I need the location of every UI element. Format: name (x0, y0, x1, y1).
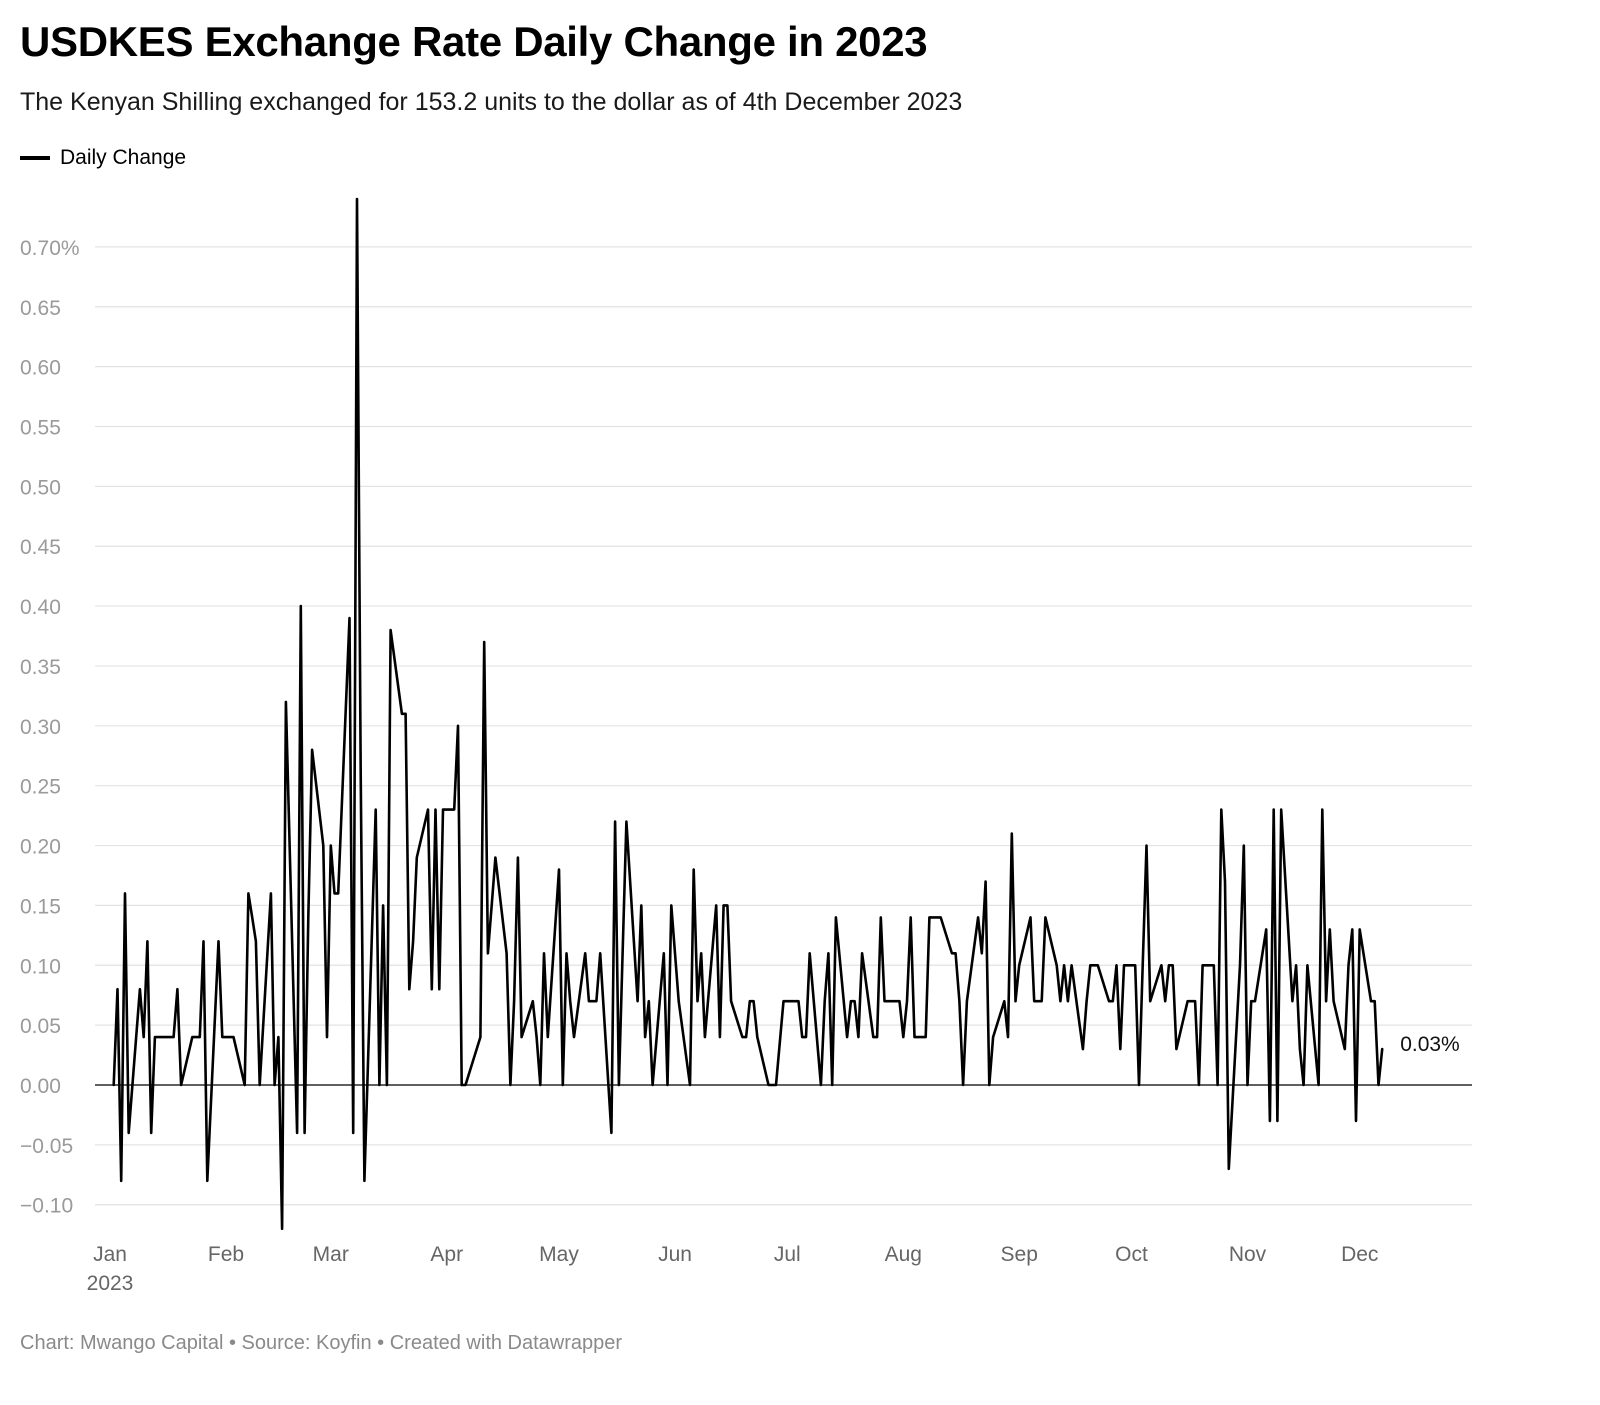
x-tick-label: Mar (313, 1243, 349, 1266)
series-line-daily-change (112, 197, 1384, 1230)
legend-label: Daily Change (60, 146, 187, 169)
x-tick-label: Dec (1341, 1243, 1378, 1266)
y-tick-label: 0.30 (20, 716, 61, 739)
y-tick-label: 0.40 (20, 596, 61, 619)
x-tick-year-label: 2023 (87, 1272, 134, 1295)
x-tick-label: Sep (1001, 1243, 1038, 1266)
line-chart: −0.10 −0.05 0.00 0.05 0.10 0.15 0.20 0.25 0.30 0.… (20, 197, 1472, 1295)
y-tick-label: 0.00 (20, 1075, 61, 1098)
y-tick-label: 0.50 (20, 476, 61, 499)
legend: Daily Change (20, 146, 186, 170)
chart-footer: Chart: Mwango Capital • Source: Koyfin •… (20, 1332, 623, 1354)
y-tick-label: 0.10 (20, 955, 61, 978)
y-tick-label: 0.35 (20, 656, 61, 679)
y-tick-label: 0.65 (20, 297, 61, 320)
chart-title: USDKES Exchange Rate Daily Change in 202… (20, 18, 928, 65)
x-tick-label: Oct (1115, 1243, 1148, 1266)
y-tick-label: −0.05 (20, 1135, 73, 1158)
x-tick-label: Feb (208, 1243, 244, 1266)
y-tick-label: 0.05 (20, 1015, 61, 1038)
legend-line-swatch (20, 156, 50, 160)
y-tick-label: 0.70% (20, 237, 80, 260)
end-value-label: 0.03% (1400, 1033, 1460, 1056)
y-tick-label: 0.60 (20, 357, 61, 380)
chart-subtitle: The Kenyan Shilling exchanged for 153.2 … (20, 88, 963, 116)
x-tick-label: Aug (885, 1243, 922, 1266)
x-tick-label: Jul (774, 1243, 801, 1266)
x-tick-label: May (539, 1243, 579, 1266)
y-tick-label: 0.15 (20, 895, 61, 918)
y-tick-label: 0.20 (20, 836, 61, 859)
y-tick-label: −0.10 (20, 1195, 73, 1218)
x-tick-label: Jun (658, 1243, 692, 1266)
y-tick-label: 0.45 (20, 536, 61, 559)
y-tick-label: 0.55 (20, 416, 61, 439)
y-tick-label: 0.25 (20, 776, 61, 799)
x-tick-label: Nov (1229, 1243, 1267, 1266)
x-tick-label: Jan (93, 1243, 127, 1266)
x-tick-label: Apr (430, 1243, 463, 1266)
